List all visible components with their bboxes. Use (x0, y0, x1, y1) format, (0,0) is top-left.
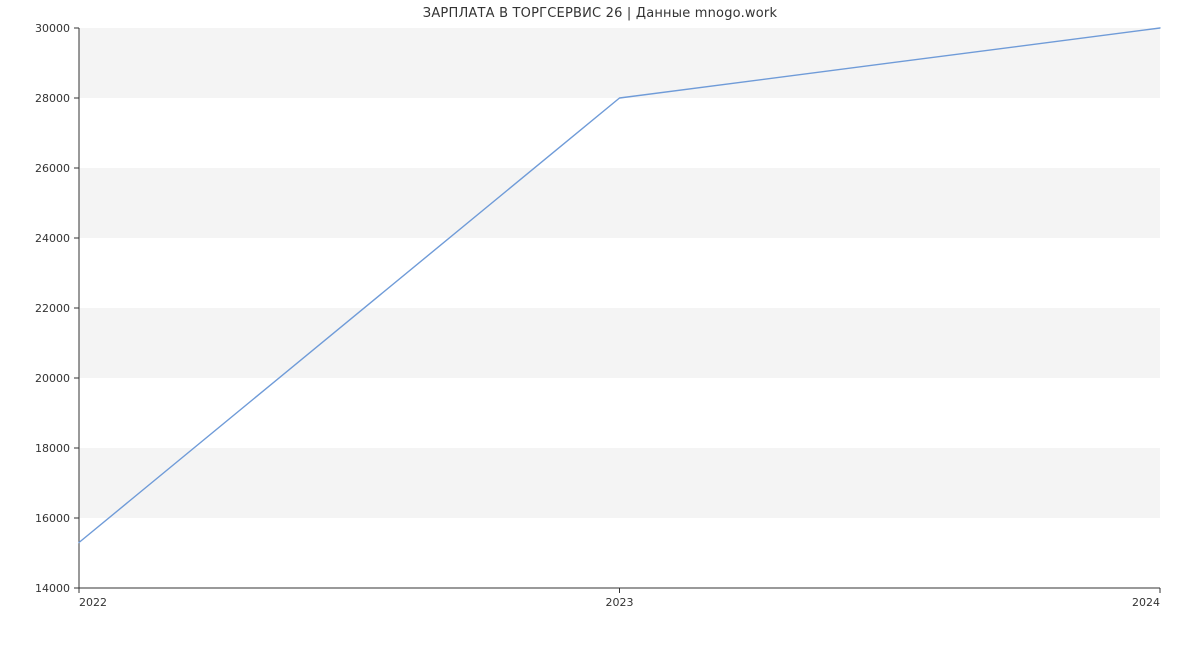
salary-chart: ЗАРПЛАТА В ТОРГСЕРВИС 26 | Данные mnogo.… (0, 0, 1200, 650)
svg-text:26000: 26000 (35, 162, 70, 175)
svg-text:2022: 2022 (79, 596, 107, 609)
svg-text:20000: 20000 (35, 372, 70, 385)
svg-text:30000: 30000 (35, 22, 70, 35)
svg-text:18000: 18000 (35, 442, 70, 455)
svg-text:16000: 16000 (35, 512, 70, 525)
svg-text:22000: 22000 (35, 302, 70, 315)
svg-text:28000: 28000 (35, 92, 70, 105)
svg-text:14000: 14000 (35, 582, 70, 595)
svg-text:2024: 2024 (1132, 596, 1160, 609)
chart-svg: 14000 16000 18000 20000 22000 24000 26000 28000… (0, 0, 1200, 650)
svg-text:2023: 2023 (606, 596, 634, 609)
svg-text:24000: 24000 (35, 232, 70, 245)
